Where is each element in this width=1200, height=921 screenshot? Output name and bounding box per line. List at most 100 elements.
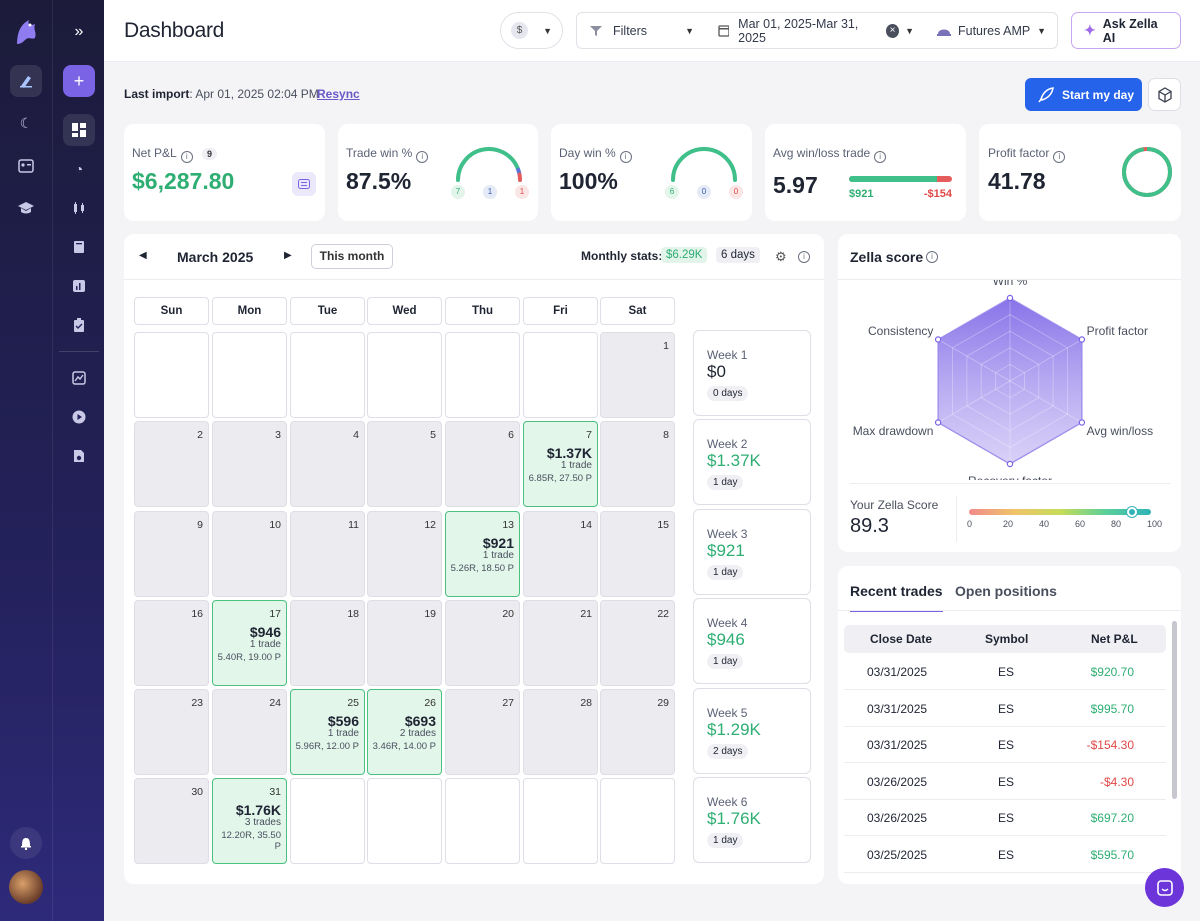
- date-range-picker[interactable]: Mar 01, 2025-Mar 31, 2025 × ▼: [706, 12, 927, 49]
- column-symbol[interactable]: Symbol: [985, 632, 1029, 646]
- user-avatar[interactable]: [9, 870, 43, 904]
- info-icon[interactable]: i: [926, 251, 938, 263]
- currency-selector[interactable]: $ ▼: [500, 12, 563, 49]
- zella-score-label: Your Zella Score: [850, 498, 939, 512]
- calendar-day-11[interactable]: 11: [290, 511, 365, 597]
- calendar-day-16[interactable]: 16: [134, 600, 209, 686]
- day-number: 8: [663, 429, 669, 441]
- main-nav: ☾: [0, 0, 52, 921]
- radar-grid-ring: [980, 347, 1040, 415]
- calendar-day-31[interactable]: 31 $1.76K 3 trades 12.20R, 35.50 P: [212, 778, 287, 864]
- filters-dropdown[interactable]: Filters ▼: [576, 12, 707, 49]
- calendar-day-27[interactable]: 27: [445, 689, 520, 775]
- report-icon[interactable]: [63, 270, 95, 302]
- calendar-day-8[interactable]: 8: [600, 421, 675, 507]
- info-icon[interactable]: i: [874, 151, 887, 163]
- tab-open-positions[interactable]: Open positions: [955, 583, 1057, 599]
- info-icon[interactable]: i: [798, 251, 810, 263]
- dashboard-icon[interactable]: [63, 114, 95, 146]
- calendar-day-9[interactable]: 9: [134, 511, 209, 597]
- settings-gear-icon[interactable]: ⚙: [775, 249, 787, 264]
- calendar-day-17[interactable]: 17 $946 1 trade 5.40R, 19.00 P: [212, 600, 287, 686]
- notifications-bell-icon[interactable]: [10, 827, 42, 859]
- day-r-points: 5.96R, 12.00 P: [295, 741, 359, 752]
- week-days-badge: 2 days: [707, 744, 749, 759]
- trade-row[interactable]: 03/26/2025 ES -$4.30: [844, 763, 1166, 800]
- calendar-day-26[interactable]: 26 $693 2 trades 3.46R, 14.00 P: [367, 689, 442, 775]
- document-chart-icon[interactable]: [63, 440, 95, 472]
- calendar-day-21[interactable]: 21: [523, 600, 598, 686]
- column-close-date[interactable]: Close Date: [870, 632, 933, 646]
- calendar-day-22[interactable]: 22: [600, 600, 675, 686]
- calendar-day-6[interactable]: 6: [445, 421, 520, 507]
- next-month-icon[interactable]: ▶: [284, 250, 292, 261]
- chart-pie-icon[interactable]: ◔: [74, 161, 84, 177]
- calendar-day-12[interactable]: 12: [367, 511, 442, 597]
- week-summary-6[interactable]: Week 6 $1.76K 1 day: [693, 777, 811, 863]
- trade-row[interactable]: 03/31/2025 ES $920.70: [844, 653, 1166, 690]
- resync-link[interactable]: Resync: [317, 87, 360, 101]
- week-days-badge: 1 day: [707, 565, 744, 580]
- calendar-day-19[interactable]: 19: [367, 600, 442, 686]
- calendar-day-14[interactable]: 14: [523, 511, 598, 597]
- info-icon[interactable]: i: [619, 151, 632, 163]
- line-chart-icon[interactable]: [63, 362, 95, 394]
- account-selector[interactable]: Futures AMP ▼: [926, 12, 1058, 49]
- trade-row[interactable]: 03/26/2025 ES $697.20: [844, 799, 1166, 836]
- week-summary-5[interactable]: Week 5 $1.29K 2 days: [693, 688, 811, 774]
- week-summary-4[interactable]: Week 4 $946 1 day: [693, 598, 811, 684]
- notebook-icon[interactable]: [63, 231, 95, 263]
- week-summary-3[interactable]: Week 3 $921 1 day: [693, 509, 811, 595]
- week-summary-1[interactable]: Week 1 $0 0 days: [693, 330, 811, 416]
- add-trade-button[interactable]: +: [63, 65, 95, 97]
- calendar-day-25[interactable]: 25 $596 1 trade 5.96R, 12.00 P: [290, 689, 365, 775]
- trade-row[interactable]: 03/31/2025 ES $995.70: [844, 690, 1166, 727]
- calendar-day-18[interactable]: 18: [290, 600, 365, 686]
- calendar-day-24[interactable]: 24: [212, 689, 287, 775]
- expand-chevrons-icon[interactable]: »: [74, 23, 84, 40]
- calendar-day-4[interactable]: 4: [290, 421, 365, 507]
- filters-label: Filters: [613, 23, 648, 38]
- calendar-day-3[interactable]: 3: [212, 421, 287, 507]
- prev-month-icon[interactable]: ◀: [139, 250, 147, 261]
- calendar-day-10[interactable]: 10: [212, 511, 287, 597]
- trade-row[interactable]: 03/31/2025 ES -$154.30: [844, 726, 1166, 763]
- info-icon[interactable]: i: [416, 151, 429, 163]
- top-bar: Dashboard $ ▼ Filters ▼ Mar 01, 2025-Mar…: [104, 0, 1200, 62]
- clear-date-icon[interactable]: ×: [886, 23, 900, 38]
- trade-row[interactable]: 03/25/2025 ES $595.70: [844, 836, 1166, 873]
- zella-divider: [838, 279, 1181, 280]
- graduation-cap-icon[interactable]: [10, 192, 42, 224]
- calendar-day-30[interactable]: 30: [134, 778, 209, 864]
- calendar-day-2[interactable]: 2: [134, 421, 209, 507]
- this-month-button[interactable]: This month: [311, 244, 393, 269]
- ask-zella-ai-button[interactable]: ✦ Ask Zella AI: [1071, 12, 1181, 49]
- chat-support-button[interactable]: [1145, 868, 1184, 907]
- info-icon[interactable]: i: [180, 151, 193, 163]
- column-net-pnl[interactable]: Net P&L: [1091, 632, 1138, 646]
- day-trade-count: 3 trades: [244, 817, 281, 828]
- start-my-day-button[interactable]: Start my day: [1025, 78, 1142, 111]
- calendar-day-1[interactable]: 1: [600, 332, 675, 418]
- calendar-empty-cell: [445, 332, 520, 418]
- calendar-day-15[interactable]: 15: [600, 511, 675, 597]
- journal-icon[interactable]: [10, 65, 42, 97]
- calendar-day-13[interactable]: 13 $921 1 trade 5.26R, 18.50 P: [445, 511, 520, 597]
- calendar-day-28[interactable]: 28: [523, 689, 598, 775]
- calendar-day-23[interactable]: 23: [134, 689, 209, 775]
- moon-icon[interactable]: ☾: [19, 114, 33, 131]
- trades-scrollbar[interactable]: [1172, 621, 1177, 799]
- id-card-icon[interactable]: [10, 150, 42, 182]
- week-summary-2[interactable]: Week 2 $1.37K 1 day: [693, 419, 811, 505]
- calendar-day-29[interactable]: 29: [600, 689, 675, 775]
- play-circle-icon[interactable]: [63, 401, 95, 433]
- cube-button[interactable]: [1148, 78, 1181, 111]
- calendar-day-20[interactable]: 20: [445, 600, 520, 686]
- candles-icon[interactable]: [63, 192, 95, 224]
- info-icon[interactable]: i: [1053, 151, 1066, 163]
- calendar-day-7[interactable]: 7 $1.37K 1 trade 6.85R, 27.50 P: [523, 421, 598, 507]
- tab-recent-trades[interactable]: Recent trades: [850, 583, 943, 612]
- calendar-day-5[interactable]: 5: [367, 421, 442, 507]
- day-number: 10: [269, 519, 281, 531]
- clipboard-check-icon[interactable]: [63, 309, 95, 341]
